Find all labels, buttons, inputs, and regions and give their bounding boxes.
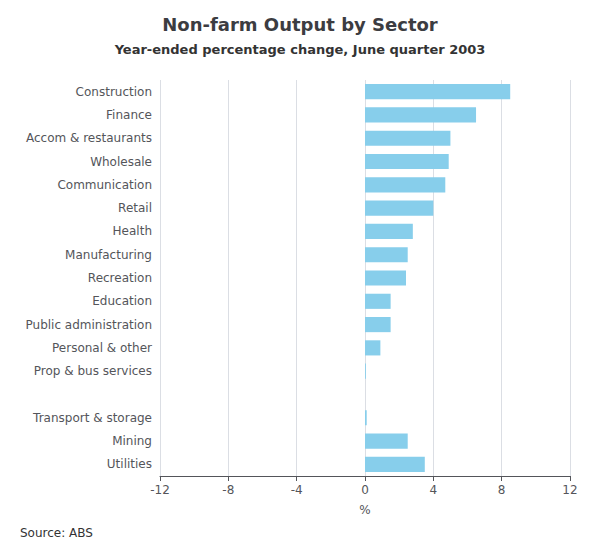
- svg-text:Transport & storage: Transport & storage: [32, 411, 152, 425]
- svg-text:Retail: Retail: [118, 201, 152, 215]
- svg-text:Source: ABS: Source: ABS: [20, 526, 93, 540]
- svg-text:-12: -12: [150, 483, 170, 497]
- svg-text:Public administration: Public administration: [26, 318, 153, 332]
- svg-text:Accom & restaurants: Accom & restaurants: [26, 131, 152, 145]
- svg-text:Prop & bus services: Prop & bus services: [34, 364, 152, 378]
- svg-text:4: 4: [430, 483, 438, 497]
- svg-text:8: 8: [498, 483, 506, 497]
- svg-text:Utilities: Utilities: [107, 457, 152, 471]
- svg-text:%: %: [359, 503, 370, 517]
- svg-text:Wholesale: Wholesale: [90, 155, 152, 169]
- svg-text:Finance: Finance: [106, 108, 152, 122]
- svg-text:Manufacturing: Manufacturing: [65, 248, 152, 262]
- svg-text:Personal & other: Personal & other: [52, 341, 152, 355]
- svg-text:-8: -8: [222, 483, 234, 497]
- svg-text:Non-farm Output by Sector: Non-farm Output by Sector: [162, 14, 438, 35]
- svg-text:-4: -4: [291, 483, 303, 497]
- svg-text:Mining: Mining: [112, 434, 152, 448]
- svg-text:Recreation: Recreation: [88, 271, 152, 285]
- svg-text:Health: Health: [113, 224, 152, 238]
- svg-text:Communication: Communication: [57, 178, 152, 192]
- svg-text:Year-ended percentage change,: Year-ended percentage change, June quart…: [114, 42, 486, 57]
- svg-text:0: 0: [361, 483, 369, 497]
- svg-text:12: 12: [562, 483, 577, 497]
- svg-text:Construction: Construction: [76, 85, 152, 99]
- svg-text:Education: Education: [92, 294, 152, 308]
